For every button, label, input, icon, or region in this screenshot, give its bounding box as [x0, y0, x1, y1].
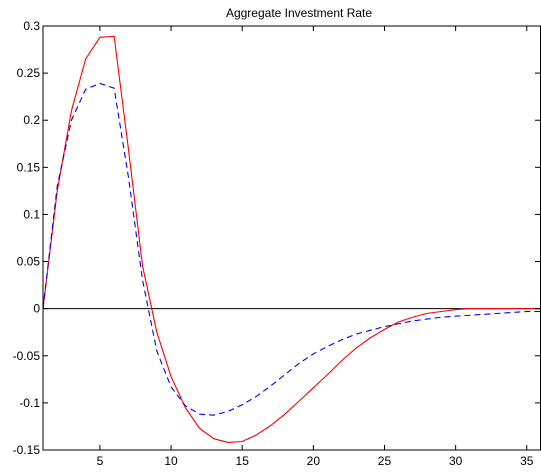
x-tick-label: 10 [164, 454, 178, 468]
y-tick-label: 0.1 [23, 207, 40, 221]
y-tick-label: 0.15 [17, 160, 41, 174]
x-tick-label: 30 [449, 454, 463, 468]
y-tick-label: 0 [33, 302, 40, 316]
plot-frame [42, 25, 541, 451]
plot-area [42, 35, 541, 444]
y-tick-label: 0.2 [23, 113, 40, 127]
y-tick-label: 0.05 [17, 255, 41, 269]
x-tick-label: 15 [236, 454, 250, 468]
y-tick-label: 0.3 [23, 19, 40, 33]
series-line-2 [42, 82, 541, 416]
x-tick-label: 35 [520, 454, 534, 468]
y-tick-label: -0.1 [19, 396, 40, 410]
y-tick-label: 0.25 [17, 66, 41, 80]
axes: 5 10 15 20 25 30 35 -0.15 -0.1 -0.05 0 0.05 0.1 0.15 0… [13, 19, 541, 468]
x-tick-label: 5 [97, 454, 104, 468]
y-tick-label: -0.05 [13, 349, 41, 363]
x-tick-label: 20 [307, 454, 321, 468]
chart-title: Aggregate Investment Rate [226, 6, 372, 20]
x-tick-label: 25 [378, 454, 392, 468]
series-line-1 [42, 35, 541, 444]
y-tick-label: -0.15 [13, 443, 41, 457]
